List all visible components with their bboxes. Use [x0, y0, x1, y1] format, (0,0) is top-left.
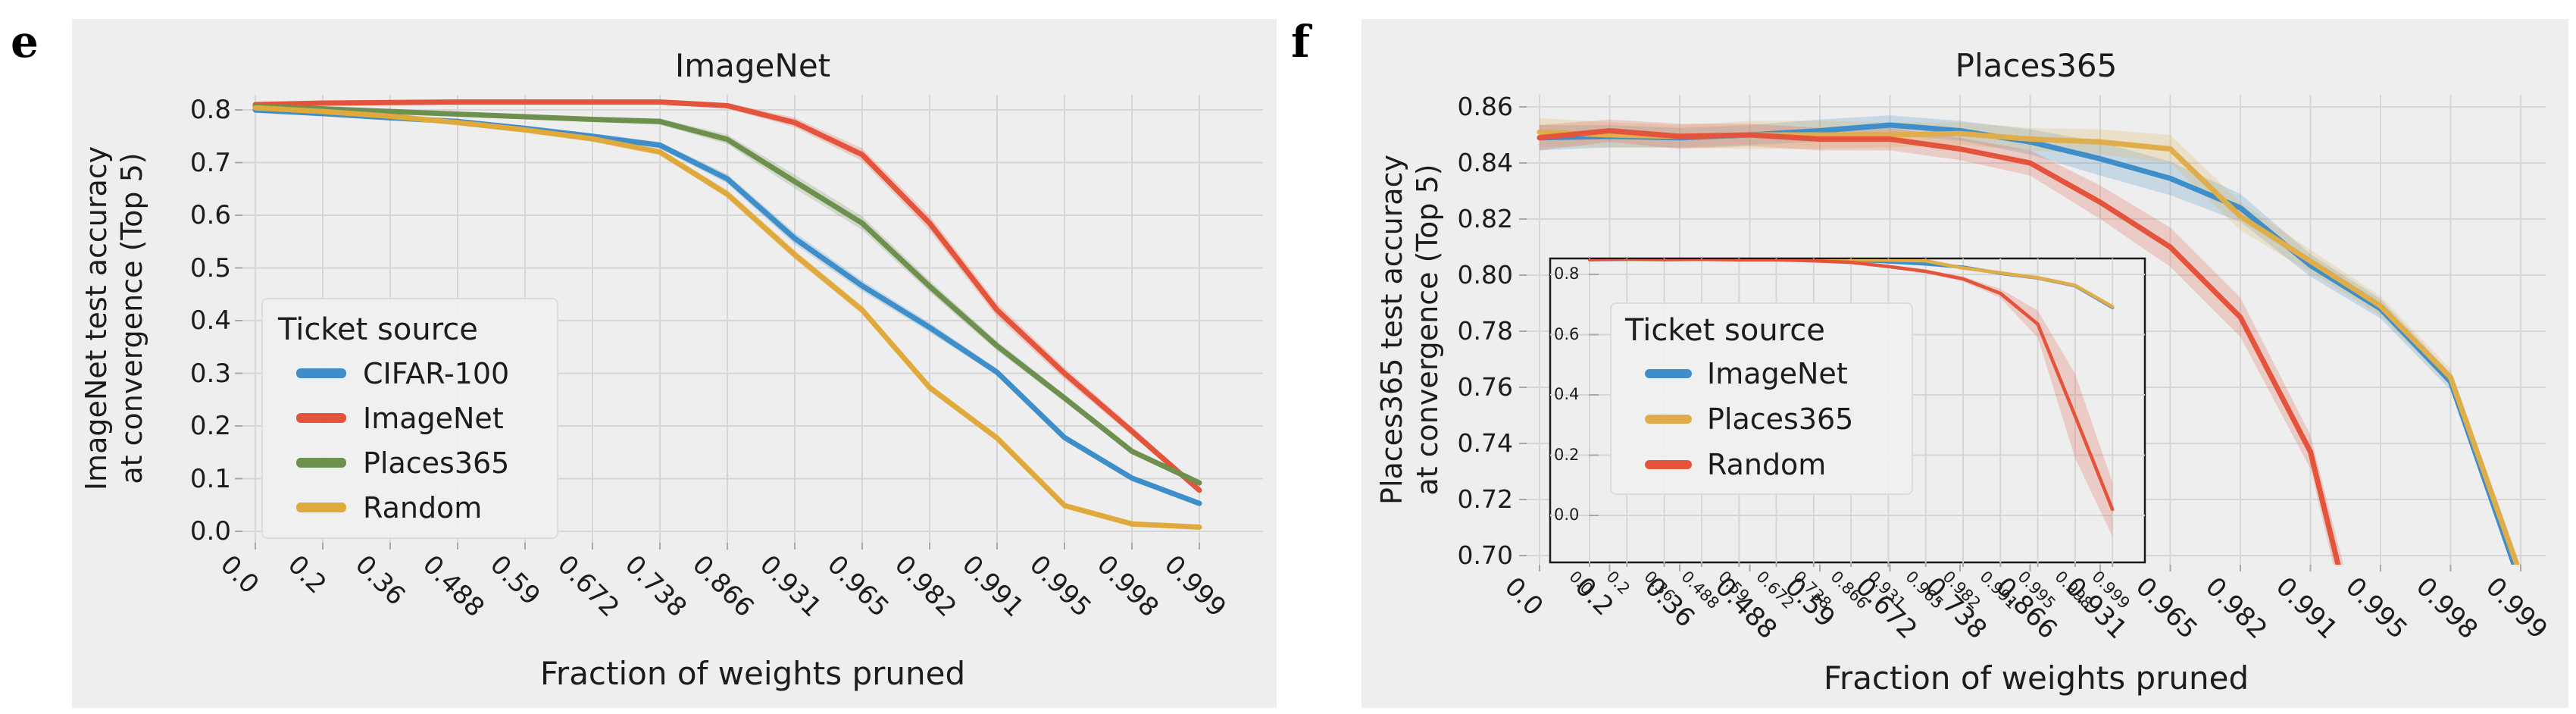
e-ytick-label: 0.5 [189, 252, 231, 283]
f-inset-ytick-label: 0.0 [1554, 506, 1580, 524]
e-line-random [252, 105, 1202, 530]
legend-swatch-places365 [1645, 415, 1692, 424]
legend-item: Random [1625, 442, 1898, 487]
f-inset-tick-marks [1589, 274, 2114, 567]
f-inset-line-random [1587, 259, 2115, 512]
legend-label: ImageNet [363, 401, 504, 435]
f-inset-ytick-label: 0.6 [1554, 324, 1580, 343]
f-band-imagenet [1540, 115, 2518, 565]
legend-e-title: Ticket source [278, 312, 478, 347]
e-ytick-label: 0.1 [189, 463, 231, 494]
legend-item: CIFAR-100 [278, 351, 542, 396]
panel-f-inset-legend: Ticket source ImageNet Places365 Random [1610, 302, 1913, 495]
legend-swatch-random [296, 503, 346, 512]
f-tick-marks [1519, 106, 2521, 572]
e-ytick-label: 0.7 [189, 147, 231, 178]
panel-e-ylabel-line1: ImageNet test accuracy [80, 146, 113, 491]
legend-label: Places365 [1707, 402, 1854, 436]
legend-inset-title: Ticket source [1625, 313, 1825, 348]
legend-e-items: CIFAR-100 ImageNet Places365 Random [278, 351, 542, 530]
f-line-random [1537, 127, 2341, 565]
f-ytick-label: 0.72 [1457, 484, 1513, 514]
legend-swatch-places365 [296, 458, 346, 468]
f-ytick-label: 0.86 [1457, 92, 1513, 121]
f-ytick-label: 0.74 [1457, 428, 1513, 458]
legend-item: Random [278, 485, 542, 530]
legend-label: Random [363, 490, 483, 525]
e-ytick-label: 0.4 [189, 305, 231, 336]
e-ytick-label: 0.0 [189, 516, 231, 546]
f-ytick-label: 0.82 [1457, 204, 1513, 233]
legend-inset-items: ImageNet Places365 Random [1625, 351, 1898, 487]
panel-f-tag: f [1291, 16, 1310, 67]
f-ytick-label: 0.76 [1457, 372, 1513, 402]
f-ytick-label: 0.80 [1457, 260, 1513, 290]
f-band-places365 [1540, 117, 2521, 565]
legend-label: Random [1707, 448, 1827, 481]
e-ytick-label: 0.6 [189, 200, 231, 230]
e-tick-marks [235, 109, 1200, 550]
panel-e-tag: e [11, 16, 39, 67]
f-inset-ytick-label: 0.4 [1554, 385, 1580, 403]
panel-e-xlabel: Fraction of weights pruned [539, 655, 966, 692]
legend-label: ImageNet [1707, 357, 1848, 390]
panel-e-legend: Ticket source CIFAR-100 ImageNet Places365… [261, 298, 558, 539]
legend-swatch-imagenet [296, 413, 346, 423]
legend-label: Places365 [363, 446, 510, 480]
panel-f-title: Places365 [1955, 47, 2118, 84]
legend-swatch-random [1645, 460, 1692, 469]
f-ytick-label: 0.70 [1457, 540, 1513, 570]
e-line-places365 [252, 103, 1202, 486]
f-ytick-label: 0.84 [1457, 148, 1513, 177]
f-inset-ytick-label: 0.8 [1554, 265, 1580, 283]
e-ytick-label: 0.3 [189, 358, 231, 389]
panel-f-xlabel: Fraction of weights pruned [1823, 659, 2249, 697]
e-ytick-label: 0.8 [189, 95, 231, 125]
f-inset-ytick-label: 0.2 [1554, 445, 1580, 464]
panel-e-title: ImageNet [674, 47, 831, 84]
legend-item: Places365 [278, 440, 542, 485]
legend-label: CIFAR-100 [363, 356, 510, 390]
f-ytick-label: 0.78 [1457, 316, 1513, 346]
legend-item: ImageNet [1625, 351, 1898, 396]
legend-item: ImageNet [278, 396, 542, 440]
legend-swatch-cifar-100 [296, 368, 346, 378]
legend-swatch-imagenet [1645, 369, 1692, 378]
e-ytick-label: 0.2 [189, 411, 231, 441]
legend-item: Places365 [1625, 396, 1898, 442]
e-line-imagenet [252, 99, 1202, 493]
panel-f-ylabel-line1: Places365 test accuracy [1375, 155, 1408, 505]
